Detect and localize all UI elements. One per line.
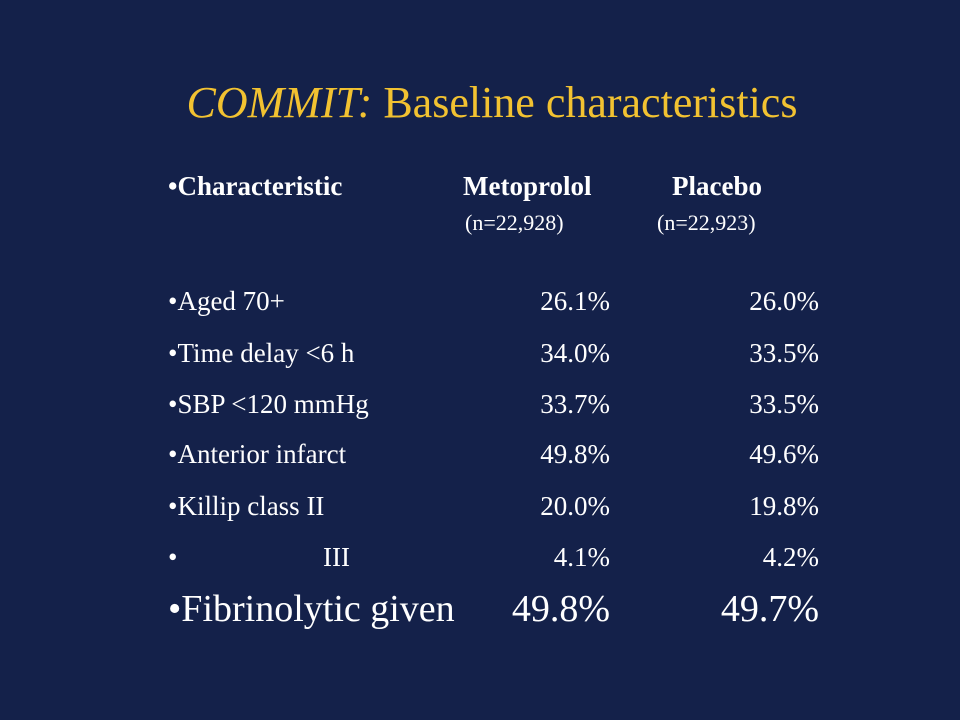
row-label-killip-iii-bullet: •	[168, 542, 178, 572]
header-metoprolol-n: (n=22,928)	[465, 210, 564, 235]
row-label-killip-ii: •Killip class II	[168, 491, 325, 521]
row-label-sbp: •SBP <120 mmHg	[168, 389, 369, 419]
row-killip-iii-metoprolol: 4.1%	[553, 542, 610, 572]
header-placebo: Placebo	[672, 171, 762, 201]
row-killip-iii-placebo: 4.2%	[762, 542, 819, 572]
row-label-fibrinolytic: •Fibrinolytic given	[168, 588, 455, 630]
slide-title: COMMIT: Baseline characteristics	[0, 76, 960, 130]
row-label-aged: •Aged 70+	[168, 286, 285, 316]
row-label-time-delay: •Time delay <6 h	[168, 338, 355, 368]
row-anterior-metoprolol: 49.8%	[540, 439, 610, 469]
row-anterior-placebo: 49.6%	[749, 439, 819, 469]
row-time-delay-metoprolol: 34.0%	[540, 338, 610, 368]
header-metoprolol: Metoprolol	[463, 171, 592, 201]
header-characteristic: •Characteristic	[168, 171, 343, 201]
row-time-delay-placebo: 33.5%	[749, 338, 819, 368]
row-killip-ii-metoprolol: 20.0%	[540, 491, 610, 521]
row-label-killip-iii: III	[323, 542, 350, 572]
row-sbp-placebo: 33.5%	[749, 389, 819, 419]
row-sbp-metoprolol: 33.7%	[540, 389, 610, 419]
row-aged-placebo: 26.0%	[749, 286, 819, 316]
title-trial-name: COMMIT:	[186, 78, 373, 127]
row-fibrinolytic-metoprolol: 49.8%	[511, 588, 610, 630]
header-placebo-n: (n=22,923)	[657, 210, 756, 235]
row-aged-metoprolol: 26.1%	[540, 286, 610, 316]
row-killip-ii-placebo: 19.8%	[749, 491, 819, 521]
row-label-anterior: •Anterior infarct	[168, 439, 347, 469]
title-subject: Baseline characteristics	[372, 78, 798, 127]
row-fibrinolytic-placebo: 49.7%	[720, 588, 819, 630]
